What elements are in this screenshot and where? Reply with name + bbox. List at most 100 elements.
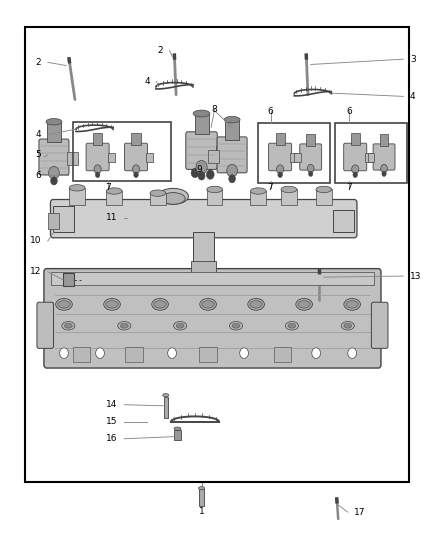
FancyBboxPatch shape (268, 143, 292, 171)
Text: 2: 2 (35, 58, 41, 67)
Circle shape (308, 171, 313, 176)
Ellipse shape (64, 324, 72, 328)
Bar (108, 154, 115, 162)
Bar (316, 189, 332, 205)
Bar (194, 114, 208, 134)
Bar (251, 191, 266, 205)
Bar (193, 232, 214, 264)
Text: 6: 6 (346, 107, 352, 116)
Text: 10: 10 (30, 237, 41, 246)
Text: 2: 2 (158, 46, 163, 55)
Text: 7: 7 (105, 183, 110, 192)
Bar (351, 133, 360, 146)
FancyBboxPatch shape (39, 139, 69, 175)
Bar (131, 133, 141, 146)
Ellipse shape (62, 321, 75, 330)
Text: 6: 6 (268, 107, 273, 116)
Circle shape (312, 348, 321, 359)
Ellipse shape (224, 116, 240, 123)
Bar (125, 348, 143, 362)
Bar (163, 397, 168, 418)
Bar (294, 154, 301, 161)
Ellipse shape (150, 190, 166, 196)
Circle shape (381, 164, 388, 173)
Bar (290, 154, 297, 162)
Bar (73, 348, 90, 362)
Ellipse shape (316, 186, 332, 192)
Circle shape (198, 172, 205, 180)
Circle shape (168, 348, 177, 359)
Circle shape (229, 175, 235, 183)
Bar (226, 120, 239, 140)
Circle shape (352, 165, 359, 174)
Bar (276, 133, 285, 146)
Bar (333, 209, 354, 232)
FancyBboxPatch shape (300, 144, 321, 170)
Ellipse shape (46, 118, 62, 125)
Ellipse shape (296, 298, 312, 310)
Text: 7: 7 (268, 183, 273, 192)
Text: 17: 17 (354, 507, 366, 516)
Bar (258, 123, 330, 182)
Ellipse shape (154, 301, 166, 308)
Circle shape (307, 164, 314, 173)
FancyBboxPatch shape (50, 199, 357, 238)
Circle shape (94, 165, 101, 174)
Text: 7: 7 (346, 183, 352, 192)
Circle shape (95, 348, 104, 359)
Ellipse shape (344, 298, 360, 310)
Bar (207, 189, 223, 205)
Ellipse shape (250, 301, 262, 308)
Text: 8: 8 (212, 104, 218, 114)
Ellipse shape (161, 192, 185, 204)
Ellipse shape (232, 324, 240, 328)
Circle shape (51, 177, 57, 185)
Ellipse shape (193, 110, 210, 117)
Bar (335, 123, 407, 182)
Bar (150, 193, 166, 205)
Bar (191, 261, 216, 277)
Text: 15: 15 (106, 417, 118, 426)
Circle shape (204, 348, 212, 359)
Bar (380, 134, 389, 146)
Bar (63, 273, 74, 286)
FancyBboxPatch shape (373, 144, 395, 170)
Ellipse shape (288, 324, 296, 328)
Bar (215, 146, 227, 159)
Circle shape (60, 348, 68, 359)
Bar (53, 206, 74, 232)
Ellipse shape (56, 298, 72, 310)
FancyBboxPatch shape (44, 269, 381, 368)
Ellipse shape (341, 321, 354, 330)
Ellipse shape (230, 321, 243, 330)
Ellipse shape (248, 298, 265, 310)
Bar (93, 133, 102, 146)
FancyBboxPatch shape (371, 302, 388, 349)
Circle shape (348, 348, 357, 359)
Bar (306, 134, 315, 146)
FancyBboxPatch shape (186, 132, 217, 169)
Bar (47, 122, 60, 142)
Circle shape (134, 172, 138, 177)
Ellipse shape (69, 184, 85, 191)
Text: 4: 4 (145, 77, 150, 86)
Ellipse shape (281, 186, 297, 192)
Circle shape (227, 164, 237, 177)
Ellipse shape (58, 301, 70, 308)
Text: 6: 6 (35, 171, 41, 180)
Text: 4: 4 (410, 92, 415, 101)
Bar (25, 27, 409, 482)
Bar (208, 150, 219, 163)
Circle shape (191, 168, 199, 177)
Circle shape (206, 169, 214, 179)
Text: 5: 5 (35, 150, 41, 159)
Ellipse shape (207, 186, 223, 192)
Ellipse shape (120, 324, 128, 328)
Bar (367, 154, 374, 161)
Ellipse shape (176, 324, 184, 328)
Bar (69, 188, 85, 205)
Text: 14: 14 (106, 400, 118, 409)
Text: 1: 1 (199, 507, 205, 516)
Ellipse shape (162, 393, 169, 397)
Text: 11: 11 (106, 213, 118, 222)
